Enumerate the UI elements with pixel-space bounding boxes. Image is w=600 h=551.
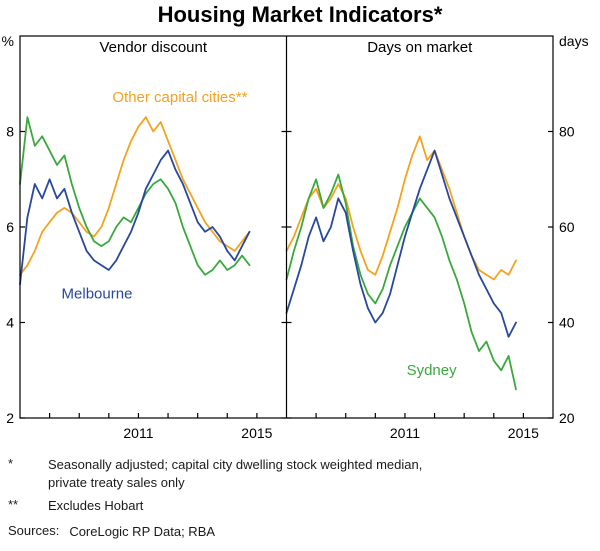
series-line-melbourne xyxy=(19,149,251,286)
right-axis-unit: days xyxy=(559,33,589,49)
x-tick-label: 2011 xyxy=(390,425,420,441)
series-label-melbourne: Melbourne xyxy=(62,286,133,303)
footnotes: * Seasonally adjusted; capital city dwel… xyxy=(0,448,600,540)
footnote-row: ** Excludes Hobart xyxy=(8,497,590,515)
y-tick-label: 20 xyxy=(559,410,575,426)
footnote-marker: ** xyxy=(8,497,19,513)
footnote-marker: * xyxy=(8,456,14,471)
sources-row: Sources: CoreLogic RP Data; RBA xyxy=(8,523,590,541)
y-tick-label: 80 xyxy=(559,124,575,140)
chart-title: Housing Market Indicators* xyxy=(157,2,443,27)
sources-text: CoreLogic RP Data; RBA xyxy=(69,523,216,539)
footnote-text: Excludes Hobart xyxy=(48,498,144,514)
y-tick-label: 4 xyxy=(6,315,14,331)
sources-label: Sources: xyxy=(8,522,60,538)
series-line-sydney xyxy=(19,116,251,276)
series-line-other-capital-cities xyxy=(285,135,517,281)
panel-title-vendor-discount: Vendor discount xyxy=(99,39,207,56)
housing-indicators-chart: Vendor discount 2 4 6 8 2011 2015 Other capital… xyxy=(2,33,589,441)
series-label-other-capital-cities: Other capital cities** xyxy=(112,89,247,106)
series-line-sydney xyxy=(285,173,517,391)
x-tick-label: 2015 xyxy=(508,425,539,441)
series-line-melbourne xyxy=(285,149,517,338)
y-tick-label: 8 xyxy=(6,124,14,140)
footnote-row: * Seasonally adjusted; capital city dwel… xyxy=(8,456,590,491)
footnote-text: Seasonally adjusted; capital city dwelli… xyxy=(48,457,423,490)
series-label-sydney: Sydney xyxy=(407,362,458,379)
panel-title-days-on-market: Days on market xyxy=(367,39,473,56)
y-tick-label: 2 xyxy=(6,410,14,426)
x-tick-label: 2015 xyxy=(241,425,272,441)
x-tick-label: 2011 xyxy=(123,425,153,441)
series-line-other-capital-cities xyxy=(19,116,251,276)
y-tick-label: 6 xyxy=(6,219,14,235)
y-tick-label: 60 xyxy=(559,219,575,235)
y-tick-label: 40 xyxy=(559,315,575,331)
left-axis-unit: % xyxy=(2,33,14,49)
